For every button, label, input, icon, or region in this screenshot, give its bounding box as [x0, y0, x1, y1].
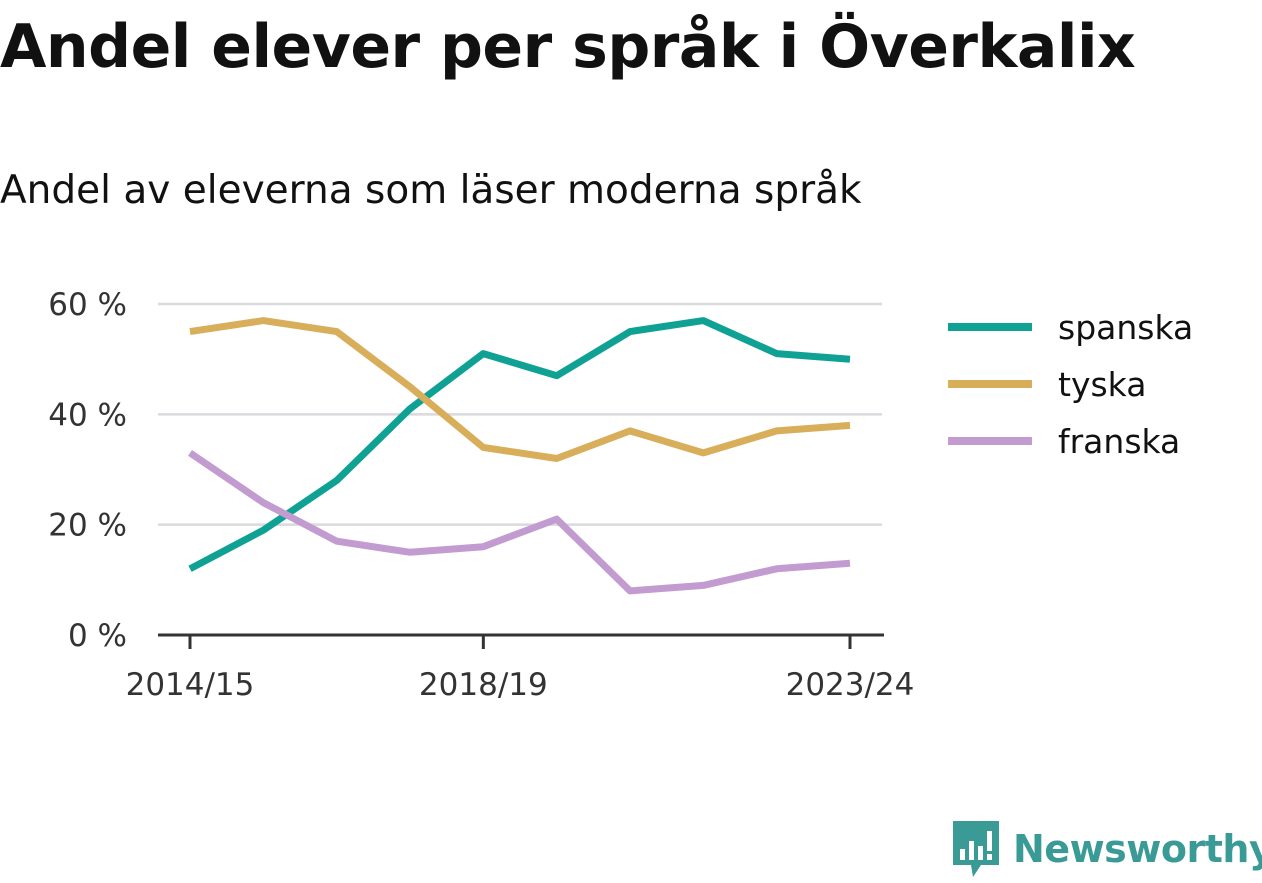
series-line-spanska — [188, 317, 851, 572]
y-tick-label: 60 % — [48, 287, 127, 323]
brand-name: Newsworthy — [1013, 827, 1262, 871]
legend: spanska tyska franska — [948, 308, 1193, 461]
legend-label-spanska: spanska — [1058, 308, 1193, 347]
brand-logo[interactable]: Newsworthy — [951, 818, 1262, 880]
x-axis: 2014/15 2018/19 2023/24 — [126, 633, 915, 703]
newsworthy-logo-icon — [951, 819, 1001, 879]
chart-title: Andel elever per språk i Överkalix — [0, 12, 1136, 82]
legend-label-tyska: tyska — [1058, 365, 1146, 404]
series-lines — [188, 317, 851, 595]
x-tick-label: 2023/24 — [786, 667, 915, 703]
chart-subtitle: Andel av eleverna som läser moderna språ… — [0, 168, 862, 213]
series-line-tyska — [189, 317, 851, 462]
gridlines — [158, 302, 882, 526]
x-tick-label: 2018/19 — [419, 667, 548, 703]
y-tick-label: 40 % — [48, 397, 127, 433]
y-axis-labels: 0 % 20 % 40 % 60 % — [48, 287, 127, 654]
y-tick-label: 20 % — [48, 508, 127, 544]
x-tick-label: 2014/15 — [126, 667, 255, 703]
legend-label-franska: franska — [1058, 422, 1180, 461]
series-line-franska — [188, 450, 851, 595]
y-tick-label: 0 % — [68, 618, 127, 654]
